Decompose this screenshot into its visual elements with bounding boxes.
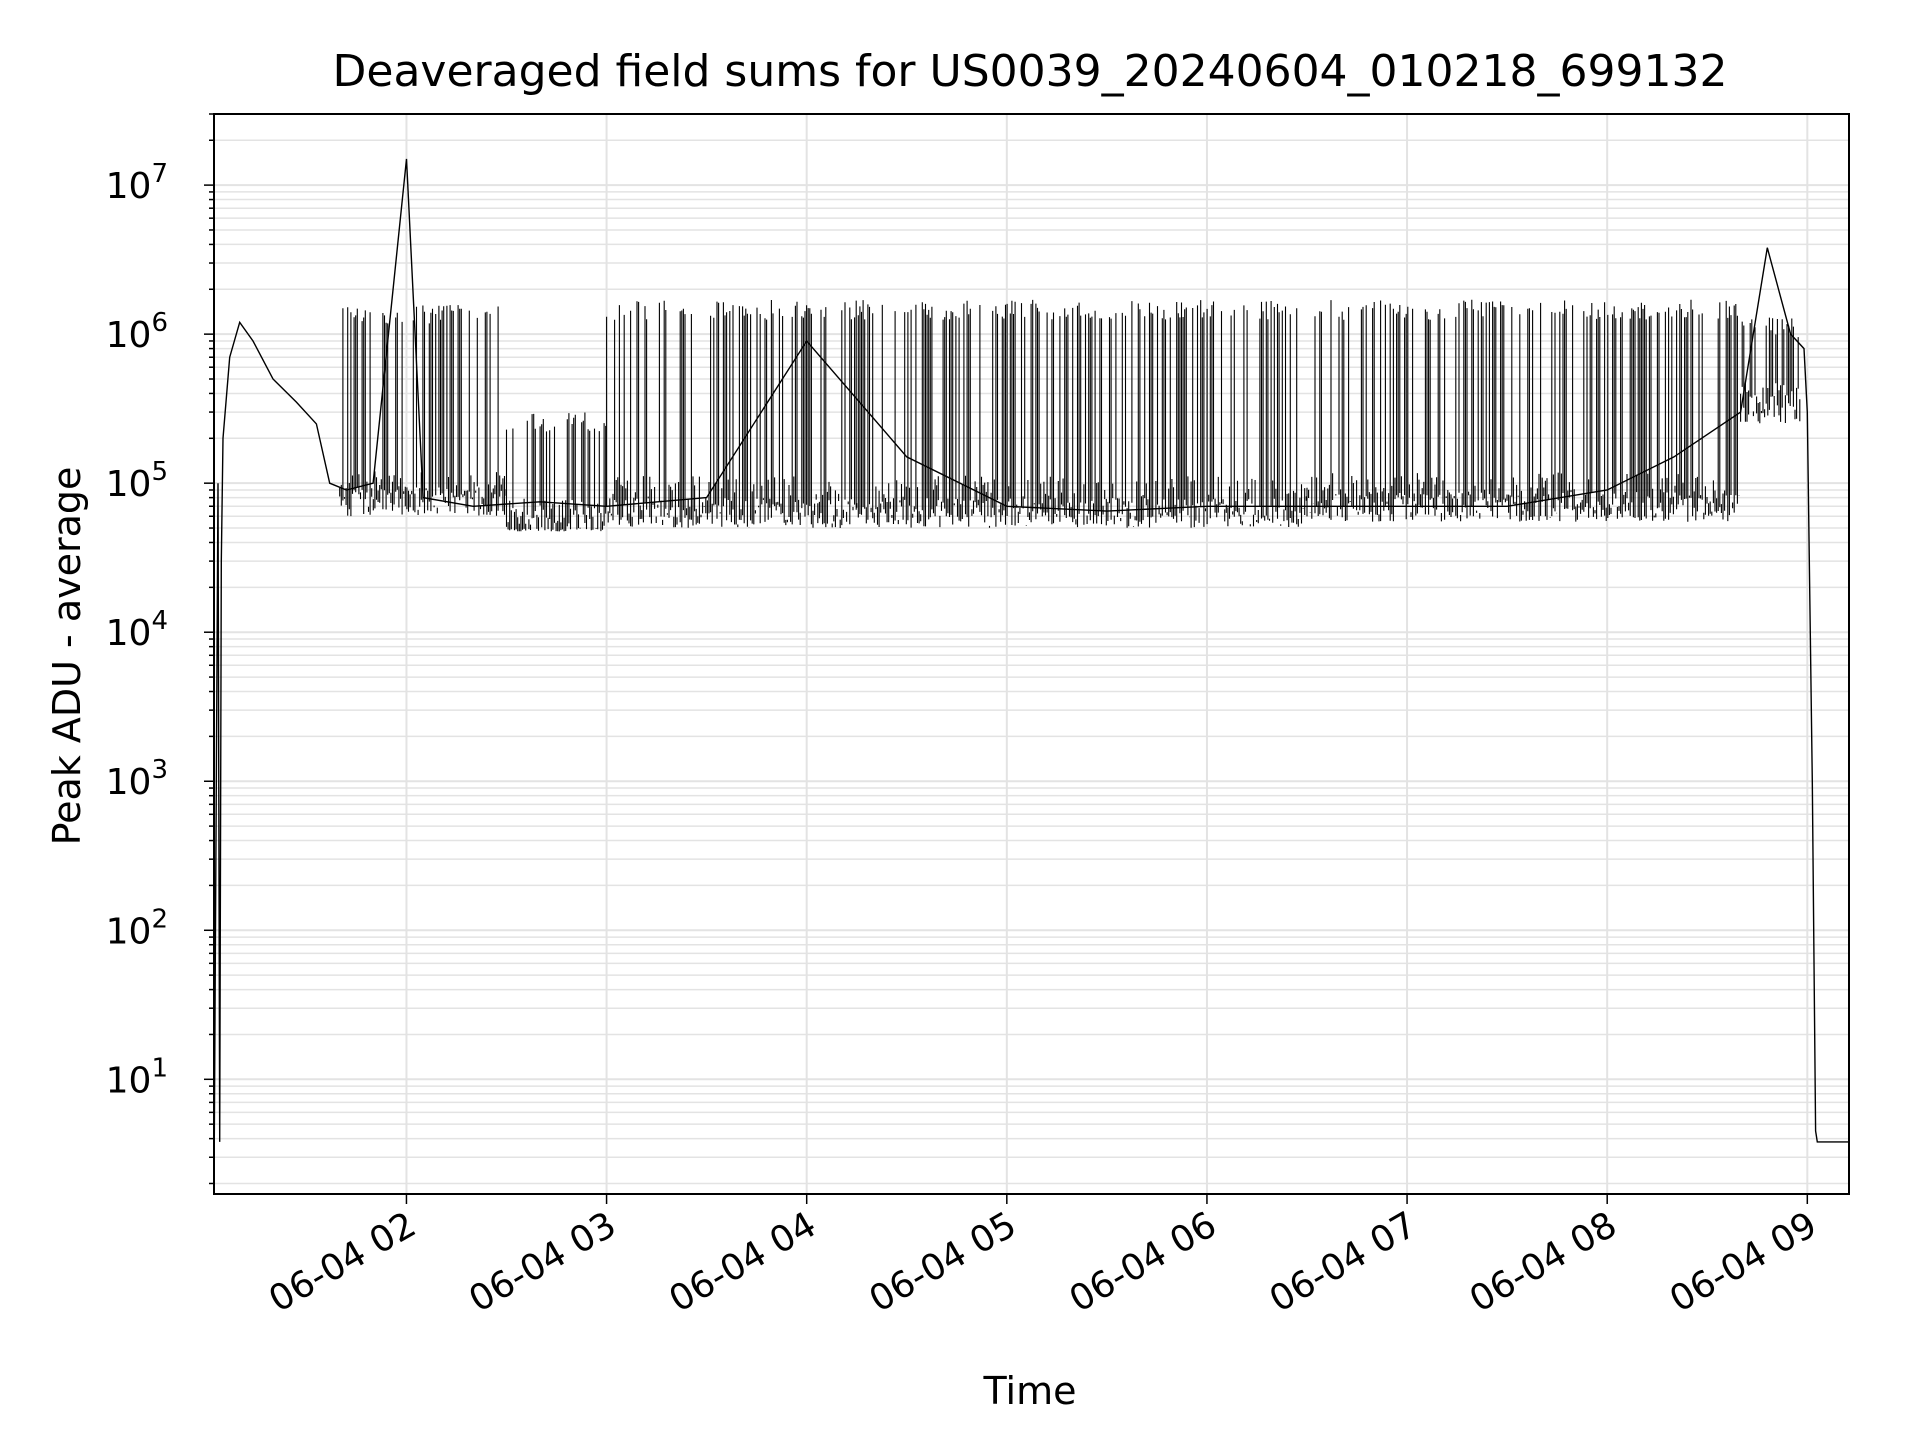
y-tick-label: 107 <box>106 159 168 207</box>
y-tick-label: 102 <box>106 904 168 952</box>
series-fluctuation <box>856 299 1307 528</box>
y-tick-label: 103 <box>106 755 168 803</box>
series-group <box>213 158 1849 1195</box>
y-tick-label: 104 <box>106 606 168 654</box>
series-line <box>213 158 1849 1195</box>
y-axis-label: Peak ADU - average <box>45 467 89 846</box>
series-fluctuation <box>339 305 507 517</box>
x-axis-label: Time <box>983 1369 1077 1413</box>
chart-title: Deaveraged field sums for US0039_2024060… <box>333 46 1728 97</box>
y-tick-label: 106 <box>106 308 168 356</box>
y-tick-label: 101 <box>106 1053 168 1101</box>
series-fluctuation <box>606 300 857 528</box>
y-axis: 101 102 103 104 105 106 107 <box>106 113 214 1185</box>
plot-frame <box>213 113 1850 1195</box>
gridlines <box>214 113 1849 1194</box>
series-fluctuation <box>505 412 607 532</box>
y-tick-label: 105 <box>106 457 168 505</box>
